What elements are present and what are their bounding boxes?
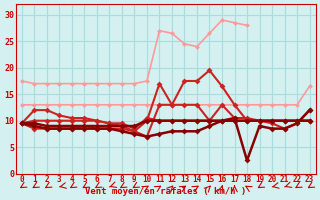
X-axis label: Vent moyen/en rafales ( km/h ): Vent moyen/en rafales ( km/h ) — [85, 187, 246, 196]
